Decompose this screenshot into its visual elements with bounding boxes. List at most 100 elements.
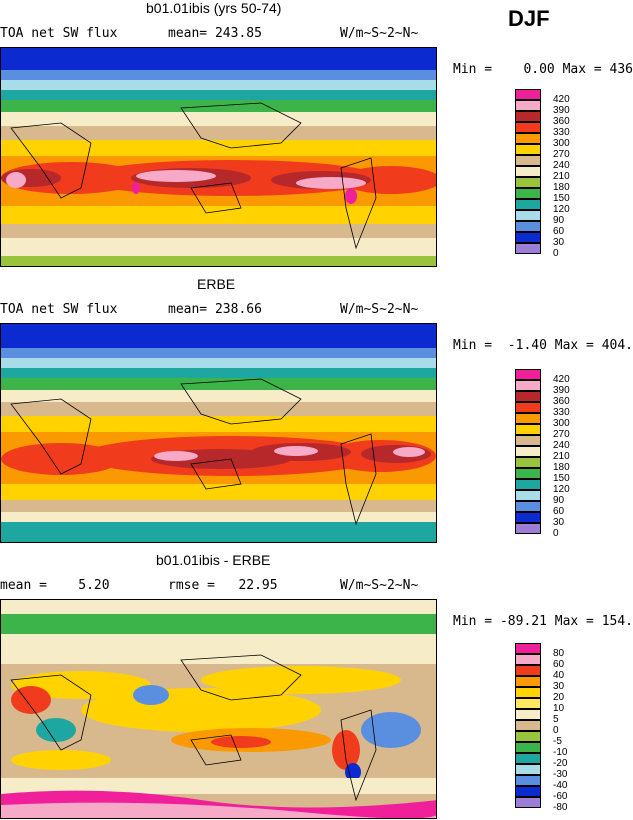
panel1-level-label: 300 [553,138,570,149]
panel2-swatch [515,512,541,523]
panel1-swatch [515,243,541,254]
panel2-level-label: 120 [553,484,570,495]
panel2-level-label: 30 [553,517,565,528]
panel2-level-label: 330 [553,407,570,418]
panel2-swatch [515,380,541,391]
panel3-units-label: W/m~S~2~N~ [340,578,419,593]
panel1-level-label: 270 [553,149,570,160]
panel1-level-label: 240 [553,160,570,171]
panel2-level-label: 150 [553,473,570,484]
panel1-swatch [515,210,541,221]
panel3-mean-label: mean = 5.20 [0,578,110,593]
season-label: DJF [508,6,550,31]
panel1-swatch [515,155,541,166]
panel1-swatch [515,221,541,232]
panel2-swatch [515,435,541,446]
panel1-swatch [515,188,541,199]
panel2-swatch [515,501,541,512]
panel3-swatch [515,698,541,709]
panel1-level-label: 60 [553,226,565,237]
panel2-title: ERBE [197,276,236,292]
panel2-swatch [515,457,541,468]
panel1-level-label: 0 [553,248,559,259]
panel3-level-label: 40 [553,670,565,681]
panel2-swatch [515,446,541,457]
panel1-swatch [515,122,541,133]
panel1-level-label: 330 [553,127,570,138]
panel1-map [0,47,437,267]
panel1-level-label: 210 [553,171,570,182]
panel1-swatch [515,100,541,111]
panel1-swatch [515,111,541,122]
panel3-range-label: Min = -89.21 Max = 154.60 [453,614,633,629]
panel3-swatch [515,709,541,720]
panel3-swatch [515,775,541,786]
panel2-swatch [515,369,541,380]
panel3-rmse-label: rmse = 22.95 [168,578,278,593]
panel2-level-label: 240 [553,440,570,451]
panel1-swatch [515,133,541,144]
panel1-variable-label: TOA net SW flux [0,26,118,41]
panel3-swatch [515,753,541,764]
panel3-level-label: 0 [553,725,559,736]
panel2-level-label: 60 [553,506,565,517]
panel3-level-label: 5 [553,714,559,725]
panel2-level-label: 0 [553,528,559,539]
panel2-swatch [515,523,541,534]
panel3-title: b01.01ibis - ERBE [156,552,271,568]
panel2-swatch [515,413,541,424]
panel3-level-label: -40 [553,780,568,791]
panel3-level-label: 60 [553,659,565,670]
panel3-swatch [515,643,541,654]
panel3-swatch [515,764,541,775]
panel3-swatch [515,742,541,753]
panel2-level-label: 90 [553,495,565,506]
panel1-title: b01.01ibis (yrs 50-74) [146,0,282,16]
panel3-level-label: 80 [553,648,565,659]
panel2-range-label: Min = -1.40 Max = 404.05 [453,338,633,353]
panel2-variable-label: TOA net SW flux [0,302,118,317]
panel3-swatch [515,731,541,742]
panel3-level-label: -5 [553,736,562,747]
panel1-range-label: Min = 0.00 Max = 436.94 [453,62,633,77]
panel2-map [0,323,437,543]
panel1-level-label: 420 [553,94,570,105]
panel3-swatch [515,654,541,665]
panel2-level-label: 300 [553,418,570,429]
panel2-level-label: 180 [553,462,570,473]
panel1-level-label: 150 [553,193,570,204]
panel2-level-label: 390 [553,385,570,396]
panel3-map [0,599,437,819]
panel1-level-label: 90 [553,215,565,226]
panel1-swatch [515,232,541,243]
panel1-swatch [515,89,541,100]
panel1-units-label: W/m~S~2~N~ [340,26,419,41]
panel3-level-label: -10 [553,747,568,758]
panel2-level-label: 360 [553,396,570,407]
panel1-level-label: 180 [553,182,570,193]
panel2-swatch [515,424,541,435]
panel1-swatch [515,144,541,155]
panel3-level-label: -60 [553,791,568,802]
panel1-level-label: 30 [553,237,565,248]
panel2-swatch [515,490,541,501]
panel3-swatch [515,665,541,676]
panel1-swatch [515,199,541,210]
panel2-level-label: 420 [553,374,570,385]
panel3-level-label: 30 [553,681,565,692]
panel3-swatch [515,720,541,731]
panel2-swatch [515,468,541,479]
panel1-swatch [515,177,541,188]
panel1-level-label: 120 [553,204,570,215]
panel3-swatch [515,786,541,797]
panel2-units-label: W/m~S~2~N~ [340,302,419,317]
panel3-swatch [515,687,541,698]
panel2-level-label: 210 [553,451,570,462]
panel2-level-label: 270 [553,429,570,440]
panel1-level-label: 390 [553,105,570,116]
panel3-level-label: -20 [553,758,568,769]
panel3-swatch [515,797,541,808]
panel2-swatch [515,402,541,413]
panel3-level-label: 20 [553,692,565,703]
panel3-level-label: 10 [553,703,565,714]
